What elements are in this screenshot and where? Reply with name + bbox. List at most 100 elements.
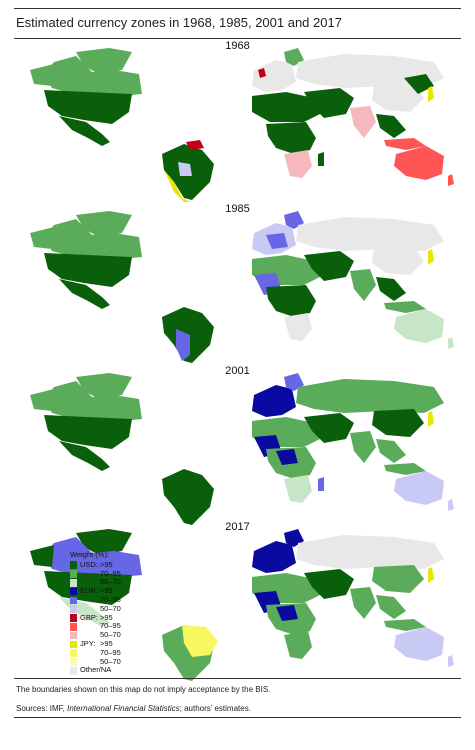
region-southern-africa: [284, 475, 312, 503]
region-scandinavia: [284, 373, 304, 391]
year-label: 1985: [225, 203, 250, 215]
sources-prefix: Sources: IMF,: [16, 704, 68, 713]
region-usa: [44, 415, 132, 449]
world-map-2017: [30, 529, 454, 681]
region-russia-asia: [296, 217, 444, 251]
legend-row: 70–95: [70, 594, 121, 605]
region-greenland: [76, 373, 132, 399]
region-andes: [164, 170, 190, 202]
map-panel-2001: 2001: [14, 365, 461, 527]
legend-swatch: [70, 570, 77, 578]
legend-weight: 50–70: [100, 630, 121, 640]
legend-currency: EUR:: [80, 586, 98, 596]
region-canada: [44, 537, 142, 578]
legend-row: JPY: >95: [70, 639, 121, 649]
sources-italic: International Financial Statistics: [67, 704, 180, 713]
world-map-1985: [30, 211, 454, 363]
legend-swatch: [70, 596, 77, 605]
region-europe: [252, 385, 296, 417]
legend-weight: >95: [100, 612, 113, 622]
region-russia-asia: [296, 379, 444, 413]
region-india: [350, 431, 376, 463]
legend-swatch: [70, 587, 77, 596]
region-greenland: [76, 48, 132, 74]
region-australia: [394, 309, 444, 343]
region-alaska: [30, 64, 54, 86]
legend-swatch: [70, 579, 77, 587]
region-scandinavia: [284, 48, 304, 66]
legend-swatch: [70, 614, 77, 622]
bottom-rule-top: [14, 678, 461, 679]
region-middle-east: [304, 413, 354, 443]
year-label: 2017: [225, 521, 250, 533]
legend-swatch: [70, 658, 77, 666]
region-canada: [44, 219, 142, 260]
map-panel-2017: 2017: [14, 521, 461, 683]
region-central-africa-eur: [276, 605, 298, 621]
region-india: [350, 269, 376, 301]
region-argentina: [176, 329, 190, 361]
region-japan: [428, 567, 434, 583]
region-new-zealand: [448, 174, 454, 186]
region-uk: [258, 68, 266, 78]
region-canada: [44, 381, 142, 422]
region-mexico-central-america: [59, 441, 110, 471]
legend-row: 50–70: [70, 656, 121, 667]
region-indonesia: [384, 463, 426, 475]
region-europe: [252, 60, 296, 92]
legend-label-other: Other/NA: [80, 665, 112, 675]
region-southern-africa: [284, 150, 312, 178]
world-map-2001: [30, 373, 454, 525]
legend-weight: 70–95: [100, 568, 121, 578]
legend-swatch: [70, 631, 77, 640]
legend-weight: >95: [100, 559, 113, 569]
region-usa: [44, 571, 132, 605]
region-japan: [428, 86, 434, 102]
legend-weight: 50–70: [100, 656, 121, 666]
legend-row: USD: >95: [70, 559, 121, 570]
region-southeast-asia: [376, 114, 406, 138]
year-label: 2001: [225, 365, 250, 377]
bottom-rule: [14, 717, 461, 718]
region-southeast-asia: [376, 439, 406, 463]
region-alaska: [30, 227, 54, 249]
legend-currency: GBP:: [80, 612, 98, 622]
legend-weight: 70–95: [100, 594, 121, 604]
legend-row: 70–95: [70, 622, 121, 631]
region-usa: [44, 253, 132, 287]
region-europe-core: [266, 233, 288, 249]
top-rule: [14, 8, 461, 9]
region-europe: [252, 541, 296, 573]
region-southern-africa: [284, 313, 312, 341]
legend-row: 50–70: [70, 630, 121, 640]
legend-swatch: [70, 640, 77, 649]
legend-weight: 50–70: [100, 603, 121, 613]
legend-swatch: [70, 649, 77, 657]
legend-row-other: Other/NA: [70, 666, 121, 675]
region-central-africa: [266, 122, 316, 154]
legend-row: 50–70: [70, 578, 121, 587]
region-canada: [44, 56, 142, 97]
region-southeast-asia: [376, 595, 406, 619]
region-china: [372, 84, 424, 112]
region-india: [350, 587, 376, 619]
title-rule: [14, 38, 461, 39]
legend-title: Weight (%):: [70, 550, 110, 559]
region-east-asia-green: [404, 74, 434, 94]
region-southeast-asia: [376, 277, 406, 301]
region-middle-east: [304, 88, 354, 118]
region-australia: [394, 627, 444, 661]
legend-weight: 70–95: [100, 621, 121, 631]
figure-title: Estimated currency zones in 1968, 1985, …: [16, 15, 342, 30]
legend-row: 70–95: [70, 568, 121, 579]
region-japan: [428, 411, 434, 427]
region-alaska: [30, 545, 54, 567]
map-panel-1968: 1968: [14, 40, 461, 202]
region-china: [372, 565, 424, 593]
legend-weight: 70–95: [100, 647, 121, 657]
region-australia: [394, 146, 444, 180]
region-madagascar: [318, 152, 324, 166]
region-scandinavia: [284, 529, 304, 547]
region-mexico-central-america: [59, 116, 110, 146]
region-guianas: [186, 140, 204, 150]
